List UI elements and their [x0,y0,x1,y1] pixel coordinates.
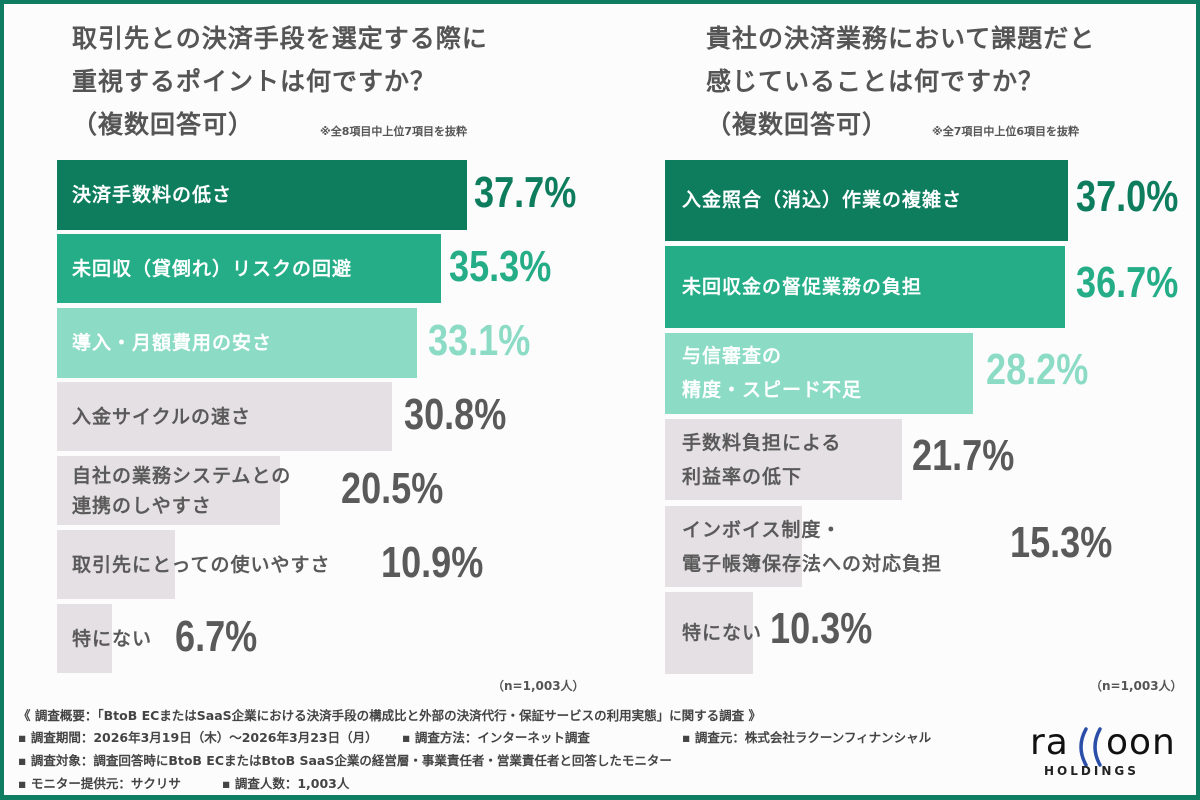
right-bar-6-value: 10.3% [770,604,873,653]
left-bar-5-label-line1: 自社の業務システムとの [72,465,292,487]
right-bar-1-label: 入金照合（消込）作業の複雑さ [682,189,963,211]
left-chart-note: ※全8項目中上位7項目を抜粋 [320,125,468,138]
left-bar-3-value: 33.1% [428,316,531,365]
raccoon-holdings-logo: ra oon HOLDINGS [1030,722,1175,782]
right-chart-title-line3: （複数回答可） [706,110,889,139]
left-bar-4-label: 入金サイクルの速さ [72,406,252,428]
left-bar-4: 入金サイクルの速さ [57,382,392,451]
right-bar-2-value: 36.7% [1076,258,1179,307]
survey-source: ▪ 調査元：株式会社ラクーンフィナンシャル [682,730,932,745]
survey-period: ▪ 調査期間：2026年3月19日（木）～2026年3月23日（月） [18,730,378,745]
left-chart-title-line2: 重視するポイントは何ですか？ [72,67,437,96]
left-bar-5-label-line2: 連携のしやすさ [72,495,212,517]
right-bar-4-label-line2: 利益率の低下 [682,466,803,488]
left-bar-6: 取引先にとっての使いやすさ [57,530,329,599]
logo-holdings: HOLDINGS [1044,764,1139,778]
left-bar-7-label: 特にない [72,628,153,650]
left-bar-6-label: 取引先にとっての使いやすさ [72,554,331,576]
left-bar-3: 導入・月額費用の安さ [57,308,417,378]
right-bar-6-label: 特にない [682,622,763,644]
right-sample-size: （n=1,003人） [1090,679,1183,693]
right-bar-5-label-line1: インボイス制度・ [682,519,842,541]
right-chart-title-line2: 感じていることは何ですか？ [706,67,1045,96]
right-bar-3-label-line1: 与信審査の [682,345,783,367]
right-bar-5: インボイス制度・ 電子帳簿保存法への対応負担 [665,506,941,587]
logo-arcs-icon [1079,727,1102,767]
right-bar-4-label-line1: 手数料負担による [682,432,842,454]
left-bar-6-value: 10.9% [381,538,484,587]
right-bar-2: 未回収金の督促業務の負担 [665,246,1065,328]
logo-text-oon: oon [1106,722,1176,763]
left-bar-1-label: 決済手数料の低さ [72,184,233,206]
right-bar-4-value: 21.7% [912,431,1015,480]
right-bar-4: 手数料負担による 利益率の低下 [665,419,902,500]
survey-monitor-provider: ▪ モニター提供元：サクリサ [18,776,181,791]
left-bar-3-label: 導入・月額費用の安さ [72,332,273,354]
right-bar-3-value: 28.2% [986,345,1089,394]
logo-text-ra: ra [1030,722,1069,763]
right-bar-1-value: 37.0% [1076,172,1179,221]
left-bar-2: 未回収（貸倒れ）リスクの回避 [57,234,441,303]
right-bar-1: 入金照合（消込）作業の複雑さ [665,160,1068,241]
right-bar-5-label-line2: 電子帳簿保存法への対応負担 [682,553,943,575]
left-bar-5: 自社の業務システムとの 連携のしやすさ [57,456,290,525]
right-bar-5-value: 15.3% [1010,518,1113,567]
survey-target: ▪ 調査対象：調査回答時にBtoB ECまたはBtoB SaaS企業の経営層・事… [18,753,672,768]
right-chart-title-line1: 貴社の決済業務において課題だと [706,24,1096,53]
left-sample-size: （n=1,003人） [492,679,585,693]
left-bar-5-value: 20.5% [341,464,444,513]
right-bar-6: 特にない [665,592,761,674]
survey-summary-title: 《 調査概要：「BtoB ECまたはSaaS企業における決済手段の構成比と外部の… [18,708,762,723]
right-chart-note: ※全7項目中上位6項目を抜粋 [932,125,1080,138]
left-bar-2-value: 35.3% [449,242,552,291]
survey-method: ▪ 調査方法：インターネット調査 [402,730,590,745]
right-bar-2-label: 未回収金の督促業務の負担 [682,276,923,298]
left-chart-title-line1: 取引先との決済手段を選定する際に [72,24,488,53]
left-bar-7-value: 6.7% [175,612,258,661]
right-bar-3-label-line2: 精度・スピード不足 [682,379,863,401]
left-chart-title-line3: （複数回答可） [72,110,255,139]
right-bar-3: 与信審査の 精度・スピード不足 [665,333,973,414]
left-bar-4-value: 30.8% [404,390,507,439]
left-bar-1: 決済手数料の低さ [57,160,467,230]
left-bar-7: 特にない [57,604,151,673]
left-bar-1-value: 37.7% [474,168,577,217]
survey-respondents: ▪ 調査人数：1,003人 [222,776,350,791]
left-bar-2-label: 未回収（貸倒れ）リスクの回避 [72,258,353,280]
